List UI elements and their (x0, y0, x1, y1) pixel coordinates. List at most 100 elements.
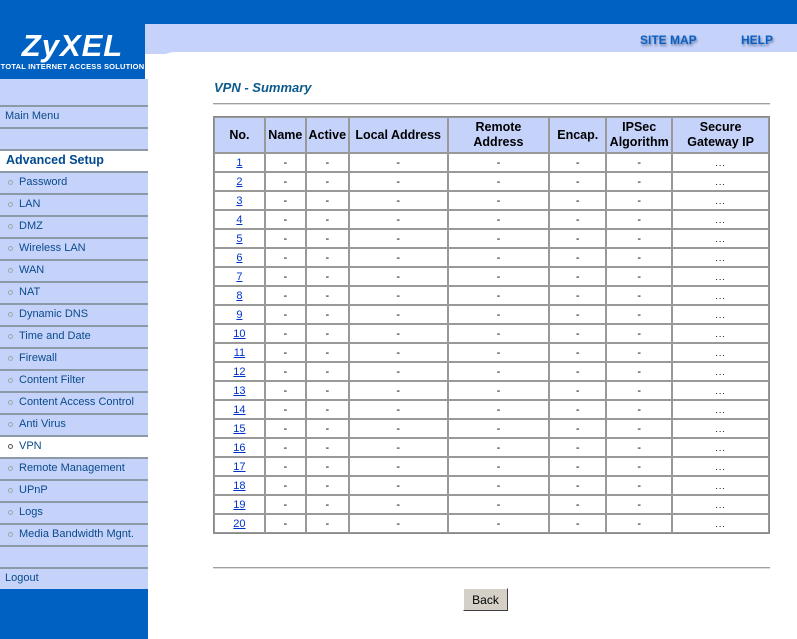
sidebar-item-lan[interactable]: LAN (0, 193, 148, 215)
rule-number-link[interactable]: 17 (233, 460, 246, 473)
help-link[interactable]: HELP (741, 33, 774, 47)
sidebar-item-vpn[interactable]: VPN (0, 435, 148, 457)
rule-number-link[interactable]: 18 (233, 479, 246, 492)
rule-number-link[interactable]: 1 (236, 156, 243, 169)
sidebar-item-media-bandwidth-mgnt[interactable]: Media Bandwidth Mgnt. (0, 523, 148, 545)
table-cell: - (549, 305, 607, 324)
table-row: 10- - - - - -... (214, 324, 769, 343)
sidebar-item-label: Anti Virus (19, 418, 66, 430)
rule-number-link[interactable]: 2 (236, 175, 243, 188)
column-header: Active (305, 117, 349, 153)
rule-number-link[interactable]: 3 (236, 194, 243, 207)
sidebar-item-nat[interactable]: NAT (0, 281, 148, 303)
back-button[interactable]: Back (463, 588, 508, 611)
sidebar-item-remote-management[interactable]: Remote Management (0, 457, 148, 479)
column-header: Name (264, 117, 306, 153)
table-cell: - (348, 286, 448, 305)
table-cell: - (348, 191, 448, 210)
table-cell: - (549, 286, 607, 305)
sidebar-item-dmz[interactable]: DMZ (0, 215, 148, 237)
sidebar-item-firewall[interactable]: Firewall (0, 347, 148, 369)
table-cell: - (549, 514, 607, 533)
table-cell: ... (672, 343, 769, 362)
sidebar-item-label: Main Menu (5, 110, 60, 122)
rule-number-link[interactable]: 7 (236, 270, 243, 283)
rule-number-link[interactable]: 20 (233, 517, 246, 530)
table-cell: - (447, 457, 550, 476)
rule-number-link[interactable]: 12 (233, 365, 246, 378)
table-cell: - (549, 210, 607, 229)
bullet-icon (8, 289, 13, 295)
sidebar-item-password[interactable]: Password (0, 171, 148, 193)
table-cell: - (348, 324, 448, 343)
table-cell: - (264, 172, 306, 191)
rule-number-link[interactable]: 11 (233, 346, 246, 359)
site-map-link[interactable]: SITE MAP (640, 33, 697, 47)
table-cell: - (264, 324, 306, 343)
table-cell: - (264, 476, 306, 495)
sidebar-item-wireless-lan[interactable]: Wireless LAN (0, 237, 148, 259)
bullet-icon (8, 443, 13, 449)
bullet-icon (8, 509, 13, 515)
table-cell: - (606, 305, 673, 324)
bullet-icon (8, 465, 13, 471)
bullet-icon (8, 223, 13, 229)
sidebar-item-dynamic-dns[interactable]: Dynamic DNS (0, 303, 148, 325)
table-cell: ... (672, 381, 769, 400)
bullet-icon (8, 201, 13, 207)
sidebar-item-label: VPN (19, 440, 42, 452)
table-cell: ... (672, 457, 769, 476)
header-band (145, 24, 797, 54)
table-cell: - (549, 191, 607, 210)
sidebar-main-menu[interactable]: Main Menu (0, 105, 148, 127)
sidebar-item-time-and-date[interactable]: Time and Date (0, 325, 148, 347)
table-cell: - (549, 267, 607, 286)
rule-number-link[interactable]: 8 (236, 289, 243, 302)
table-cell: ... (672, 476, 769, 495)
table-cell: - (606, 495, 673, 514)
rule-number-link[interactable]: 4 (236, 213, 243, 226)
table-cell: - (606, 248, 673, 267)
sidebar-item-upnp[interactable]: UPnP (0, 479, 148, 501)
rule-number-link[interactable]: 6 (236, 251, 243, 264)
rule-number-link[interactable]: 13 (233, 384, 246, 397)
table-cell: 2 (214, 172, 265, 191)
rule-number-link[interactable]: 10 (233, 327, 246, 340)
rule-number-link[interactable]: 15 (233, 422, 246, 435)
rule-number-link[interactable]: 14 (233, 403, 246, 416)
table-cell: - (305, 476, 349, 495)
sidebar-item-wan[interactable]: WAN (0, 259, 148, 281)
divider (213, 103, 770, 105)
table-row: 1- - - - - -... (214, 153, 769, 172)
table-cell: 6 (214, 248, 265, 267)
table-cell: 14 (214, 400, 265, 419)
table-cell: 4 (214, 210, 265, 229)
table-row: 17- - - - - -... (214, 457, 769, 476)
sidebar-logout[interactable]: Logout (0, 567, 148, 589)
sidebar-item-anti-virus[interactable]: Anti Virus (0, 413, 148, 435)
column-header: No. (214, 117, 265, 153)
sidebar-item-label: Dynamic DNS (19, 308, 89, 320)
table-cell: 3 (214, 191, 265, 210)
sidebar-item-label: Time and Date (19, 330, 91, 342)
rule-number-link[interactable]: 5 (236, 232, 243, 245)
column-header: Secure Gateway IP (672, 117, 769, 153)
column-header: IPSec Algorithm (606, 117, 673, 153)
sidebar-item-label: Password (19, 176, 68, 188)
rule-number-link[interactable]: 9 (236, 308, 243, 321)
table-cell: - (348, 362, 448, 381)
sidebar-item-content-access-control[interactable]: Content Access Control (0, 391, 148, 413)
sidebar-item-logs[interactable]: Logs (0, 501, 148, 523)
rule-number-link[interactable]: 19 (233, 498, 246, 511)
table-cell: - (447, 191, 550, 210)
table-cell: - (305, 457, 349, 476)
table-cell: - (447, 343, 550, 362)
table-cell: ... (672, 438, 769, 457)
table-row: 2- - - - - -... (214, 172, 769, 191)
table-cell: ... (672, 324, 769, 343)
rule-number-link[interactable]: 16 (233, 441, 246, 454)
table-row: 11- - - - - -... (214, 343, 769, 362)
table-cell: - (264, 286, 306, 305)
sidebar-item-content-filter[interactable]: Content Filter (0, 369, 148, 391)
table-cell: - (348, 210, 448, 229)
